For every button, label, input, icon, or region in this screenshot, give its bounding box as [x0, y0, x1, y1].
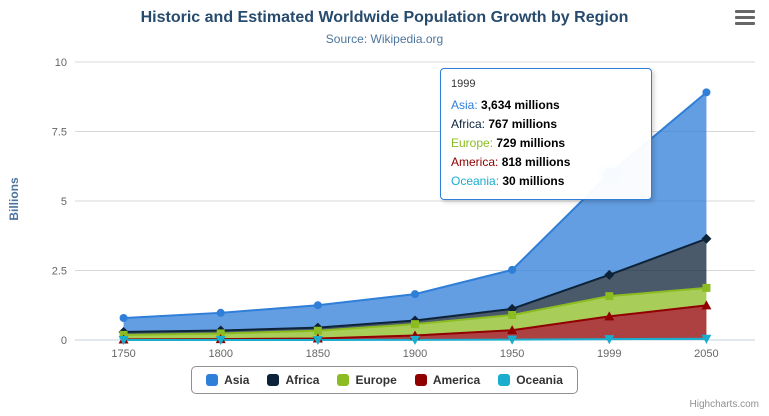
legend-label: America	[432, 373, 481, 387]
tooltip-row-oceania: Oceania: 30 millions	[451, 174, 565, 189]
point-oceania-1950[interactable]	[507, 335, 518, 345]
point-asia-1750[interactable]	[119, 314, 128, 323]
point-europe-1850[interactable]	[313, 326, 322, 335]
point-oceania-1750[interactable]	[118, 335, 129, 345]
tooltip-header: 1999	[451, 78, 476, 90]
hamburger-menu-icon[interactable]	[735, 10, 755, 25]
y-axis-tick-label: 5	[61, 196, 67, 208]
legend-swatch-america	[414, 374, 427, 386]
menu-bar	[735, 16, 755, 19]
legend-label: Europe	[355, 373, 397, 387]
point-europe-1950[interactable]	[508, 311, 517, 320]
point-asia-1800[interactable]	[216, 308, 225, 317]
y-axis-title: Billions	[7, 177, 21, 221]
y-axis-tick-label: 0	[61, 335, 67, 347]
legend-label: Asia	[224, 373, 250, 387]
x-axis-tick-label: 1950	[500, 348, 524, 360]
point-europe-2050[interactable]	[702, 283, 711, 292]
area-asia[interactable]	[123, 92, 707, 332]
tooltip-row-america: America: 818 millions	[451, 155, 571, 170]
point-oceania-1850[interactable]	[312, 335, 323, 345]
point-africa-1999[interactable]	[604, 269, 615, 280]
legend-swatch-oceania	[498, 374, 511, 386]
legend-item-oceania[interactable]: Oceania	[498, 373, 563, 387]
x-axis-tick-label: 1800	[208, 348, 232, 360]
point-oceania-2050[interactable]	[701, 334, 712, 344]
x-axis-tick-label: 1900	[403, 348, 427, 360]
legend-item-africa[interactable]: Africa	[267, 373, 319, 387]
point-asia-1850[interactable]	[313, 301, 322, 310]
legend-label: Africa	[285, 373, 320, 387]
legend-box: Asia Africa Europe America Oceania	[191, 366, 578, 394]
point-europe-1999[interactable]	[605, 292, 614, 301]
y-axis-tick-label: 10	[55, 57, 67, 69]
tooltip-row-africa: Africa: 767 millions	[451, 116, 558, 131]
legend-item-europe[interactable]: Europe	[337, 373, 397, 387]
x-axis-tick-label: 1999	[597, 348, 621, 360]
area-america[interactable]	[123, 305, 707, 340]
x-axis-tick-label: 1850	[306, 348, 330, 360]
y-axis-tick-label: 2.5	[52, 266, 67, 278]
point-america-1950[interactable]	[507, 325, 518, 335]
point-africa-2050[interactable]	[701, 233, 712, 244]
point-oceania-1999[interactable]	[604, 335, 615, 345]
legend: Asia Africa Europe America Oceania	[0, 366, 769, 394]
tooltip-row-asia: Asia: 3,634 millions	[451, 97, 560, 112]
point-asia-1950[interactable]	[508, 265, 517, 274]
menu-bar	[735, 10, 755, 13]
point-oceania-1900[interactable]	[410, 335, 420, 345]
point-europe-1800[interactable]	[216, 329, 225, 338]
legend-swatch-africa	[267, 374, 280, 386]
chart-title: Historic and Estimated Worldwide Populat…	[140, 9, 629, 26]
tooltip-row-europe: Europe: 729 millions	[451, 135, 566, 150]
area-africa[interactable]	[123, 238, 707, 335]
legend-swatch-asia	[206, 374, 219, 386]
point-oceania-1800[interactable]	[215, 335, 226, 345]
legend-item-asia[interactable]: Asia	[206, 373, 249, 387]
x-axis-tick-label: 2050	[694, 348, 718, 360]
legend-swatch-europe	[337, 374, 350, 386]
x-axis-tick-label: 1750	[111, 348, 135, 360]
point-asia-2050[interactable]	[702, 88, 711, 97]
chart-subtitle: Source: Wikipedia.org	[325, 32, 444, 46]
point-america-1999[interactable]	[604, 311, 615, 321]
tooltip: 1999 Asia: 3,634 millions Africa: 767 mil…	[440, 68, 652, 200]
menu-bar	[735, 22, 755, 25]
legend-label: Oceania	[516, 373, 563, 387]
highcharts-credit[interactable]: Highcharts.com	[689, 399, 759, 410]
point-europe-1900[interactable]	[411, 320, 419, 329]
point-america-2050[interactable]	[701, 300, 712, 310]
y-axis-tick-label: 7.5	[52, 127, 67, 139]
legend-item-america[interactable]: America	[414, 373, 481, 387]
point-asia-1900[interactable]	[411, 290, 419, 299]
